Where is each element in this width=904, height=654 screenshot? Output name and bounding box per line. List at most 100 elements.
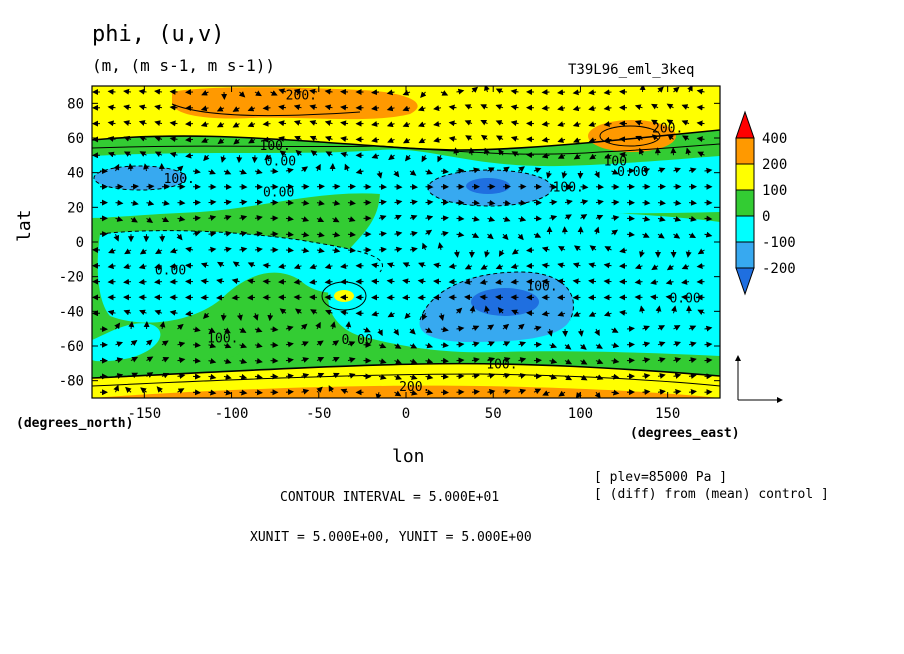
wind-vector (161, 357, 170, 363)
wind-vector (285, 341, 294, 348)
wind-vector (557, 153, 566, 159)
wind-vector (588, 105, 597, 112)
wind-vector (639, 249, 645, 258)
wind-vector (409, 169, 417, 176)
wind-vector (495, 88, 504, 94)
wind-vector (657, 232, 665, 239)
wind-vector (130, 183, 139, 190)
wind-vector (595, 214, 604, 221)
wind-vector (673, 373, 682, 379)
wind-vector (642, 341, 651, 348)
wind-vector (113, 384, 120, 393)
wind-vector (340, 104, 349, 111)
wind-vector (425, 389, 434, 396)
wind-vector (127, 163, 134, 172)
wind-vector (495, 104, 504, 110)
contour-interval: CONTOUR INTERVAL = 5.000E+01 (280, 490, 500, 505)
wind-vector (704, 215, 713, 222)
wind-vector (200, 262, 209, 269)
wind-vector (549, 373, 558, 380)
wind-vector (123, 278, 132, 285)
wind-vector (316, 216, 325, 223)
wind-vector (340, 151, 349, 158)
wind-vector (347, 341, 356, 347)
wind-vector (192, 215, 201, 222)
wind-vector (580, 183, 589, 190)
wind-vector (594, 391, 601, 398)
wind-vector (437, 154, 443, 163)
wind-vector (425, 342, 434, 349)
wind-vector (161, 200, 170, 206)
wind-vector (510, 263, 519, 270)
wind-vector (593, 226, 600, 235)
wind-vector (580, 374, 588, 381)
wind-vector (115, 373, 124, 379)
colorbar-bottom-triangle (735, 267, 755, 296)
wind-vector (502, 341, 511, 347)
wind-vector (626, 231, 635, 238)
wind-vector (293, 104, 302, 111)
wind-vector (542, 390, 550, 396)
wind-vector (471, 341, 480, 348)
wind-vector (657, 373, 666, 379)
wind-vector (285, 231, 294, 238)
contour-label: 0.00 (341, 333, 372, 348)
wind-vector (464, 278, 473, 285)
wind-vector (448, 136, 457, 142)
wind-vector (681, 120, 690, 126)
y-tick-label: -60 (59, 339, 84, 355)
wind-vector (526, 247, 535, 254)
wind-vector (685, 249, 692, 258)
wind-vector (409, 343, 418, 349)
wind-vector (176, 233, 183, 241)
wind-vector (347, 357, 356, 363)
wind-vector (626, 325, 635, 332)
wind-vector (295, 308, 302, 315)
wind-vector (471, 199, 480, 206)
wind-vector (611, 342, 620, 349)
wind-vector (216, 294, 225, 301)
wind-vector (635, 135, 643, 142)
wind-vector (409, 246, 418, 253)
wind-vector (642, 199, 651, 206)
wind-vector (464, 263, 473, 270)
wind-vector (440, 342, 449, 349)
wind-vector (681, 263, 690, 270)
wind-vector (471, 167, 480, 174)
wind-vector (332, 231, 341, 238)
wind-vector (154, 120, 163, 127)
wind-vector (518, 199, 527, 206)
wind-vector (502, 166, 510, 173)
wind-vector (232, 121, 240, 128)
wind-vector (642, 232, 650, 238)
wind-vector (594, 170, 600, 179)
wind-vector (138, 120, 147, 126)
wind-vector (192, 230, 201, 237)
wind-vector (518, 323, 525, 330)
wind-vector (139, 151, 147, 157)
wind-vector (309, 135, 318, 142)
wind-vector (418, 121, 426, 128)
wind-vector (294, 135, 302, 142)
wind-vector (651, 134, 659, 141)
wind-vector (634, 104, 643, 111)
wind-vector (220, 313, 227, 322)
wind-vector (330, 321, 336, 330)
wind-vector (502, 216, 511, 222)
wind-vector (146, 356, 154, 363)
wind-vector (192, 342, 201, 348)
colorbar-swatch-100-200 (735, 163, 755, 191)
wind-vector (378, 199, 387, 206)
wind-vector (123, 151, 132, 157)
contour-label: 0.00 (265, 155, 296, 170)
wind-vector (673, 357, 682, 363)
wind-vector (704, 167, 713, 174)
wind-vector (549, 214, 558, 221)
wind-vector (177, 215, 186, 222)
wind-vector (464, 104, 473, 110)
wind-vector (456, 341, 465, 348)
wind-vector (487, 233, 494, 240)
x-tick-label: 100 (568, 406, 593, 422)
wind-vector (425, 327, 433, 333)
wind-vector (611, 169, 619, 175)
